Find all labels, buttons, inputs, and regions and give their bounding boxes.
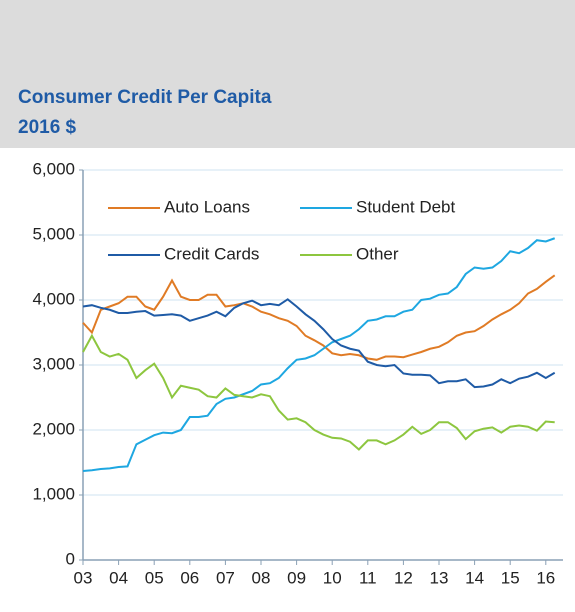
series-line — [82, 298, 556, 389]
x-tick-label: 05 — [145, 568, 164, 587]
y-tick-label: 2,000 — [32, 419, 75, 438]
series-line — [82, 333, 555, 451]
series-line — [82, 274, 556, 361]
x-tick-label: 16 — [536, 568, 555, 587]
y-tick-label: 6,000 — [32, 159, 75, 178]
y-tick-label: 5,000 — [32, 224, 75, 243]
x-tick-label: 04 — [109, 568, 128, 587]
x-tick-label: 11 — [359, 568, 377, 587]
x-tick-label: 06 — [180, 568, 199, 587]
series-line — [82, 237, 556, 472]
x-tick-label: 15 — [501, 568, 520, 587]
chart-title: Consumer Credit Per Capita — [18, 87, 272, 108]
chart-subtitle: 2016 $ — [18, 117, 77, 138]
x-tick-label: 13 — [430, 568, 449, 587]
x-tick-label: 10 — [323, 568, 342, 587]
header-band — [0, 0, 575, 148]
legend-label: Student Debt — [356, 197, 456, 216]
x-tick-label: 03 — [74, 568, 93, 587]
y-tick-label: 0 — [66, 549, 75, 568]
legend-label: Other — [356, 244, 399, 263]
x-tick-label: 09 — [287, 568, 306, 587]
legend-label: Auto Loans — [164, 197, 250, 216]
legend-label: Credit Cards — [164, 244, 259, 263]
x-tick-label: 14 — [465, 568, 484, 587]
y-tick-label: 4,000 — [32, 289, 75, 308]
y-tick-label: 1,000 — [32, 484, 75, 503]
x-tick-label: 07 — [216, 568, 235, 587]
y-tick-label: 3,000 — [32, 354, 75, 373]
x-tick-label: 12 — [394, 568, 413, 587]
x-tick-label: 08 — [252, 568, 271, 587]
